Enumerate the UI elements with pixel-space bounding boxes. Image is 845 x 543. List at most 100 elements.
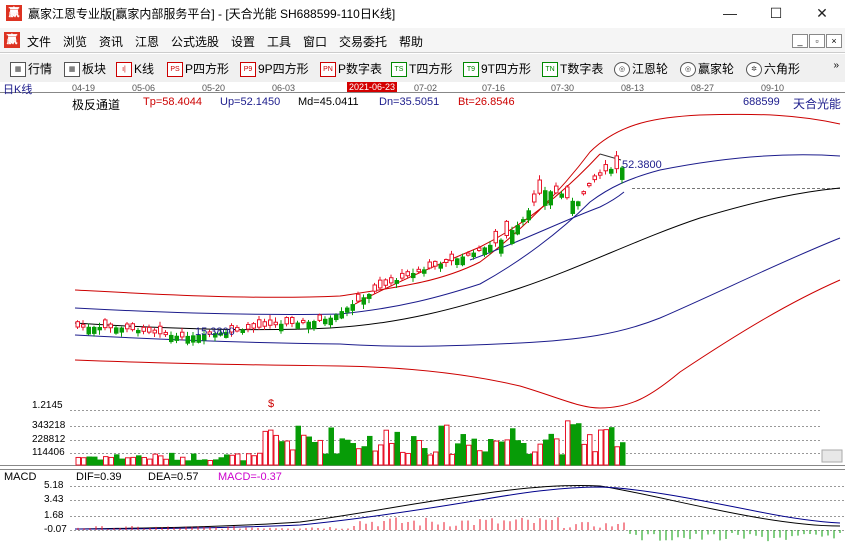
volume-bar — [515, 440, 521, 466]
menu-window[interactable]: 窗口 — [303, 35, 328, 49]
candle — [257, 319, 262, 328]
toolbar-quotes[interactable]: ▦ 行情 — [10, 60, 52, 78]
candle — [147, 326, 152, 333]
volume-bar — [422, 448, 428, 466]
pn-icon: PN — [320, 62, 336, 78]
close-button[interactable]: ✕ — [816, 5, 828, 21]
volume-bar — [86, 456, 92, 466]
kline-chart[interactable] — [0, 82, 845, 543]
volume-bar — [125, 457, 131, 466]
volume-bar — [262, 430, 268, 466]
date-label: 07-30 — [551, 83, 575, 93]
candle — [119, 327, 124, 333]
volume-bar — [570, 424, 576, 466]
candle — [521, 219, 526, 223]
candle — [361, 297, 366, 305]
menu-formula-select[interactable]: 公式选股 — [171, 35, 220, 49]
volume-bar — [180, 456, 186, 466]
candle — [218, 332, 223, 336]
candle — [587, 182, 592, 187]
candle — [279, 323, 284, 332]
volume-bar — [174, 459, 180, 466]
volume-bar — [416, 440, 422, 466]
candle — [213, 333, 218, 338]
volume-bar — [350, 443, 356, 466]
mdi-restore-button[interactable]: ▫ — [809, 34, 825, 48]
date-label: 08-27 — [691, 83, 715, 93]
candle — [603, 164, 608, 172]
candle — [515, 225, 520, 235]
toolbar-gann-wheel[interactable]: ◎ 江恩轮 — [614, 60, 668, 78]
volume-bar — [108, 456, 114, 466]
volume-bars-group — [75, 420, 626, 466]
toolbar-more-icon[interactable]: » — [833, 60, 839, 71]
candles-group — [75, 151, 625, 346]
candle — [169, 334, 174, 343]
menu-help[interactable]: 帮助 — [399, 35, 424, 49]
menu-tools[interactable]: 工具 — [267, 35, 292, 49]
high-price-label: 52.3800 — [622, 159, 662, 171]
macd-label: MACD — [4, 471, 37, 483]
menu-gann[interactable]: 江恩 — [135, 35, 160, 49]
candle — [273, 321, 278, 326]
candle — [141, 326, 146, 332]
toolbar-t-square[interactable]: TS T四方形 — [391, 60, 452, 78]
volume-bar — [493, 440, 499, 466]
candle — [328, 317, 333, 326]
candle — [246, 323, 251, 330]
toolbar-p-square[interactable]: PS P四方形 — [167, 60, 229, 78]
candle — [295, 322, 300, 329]
macd-axis-label: -0.07 — [44, 524, 67, 535]
menu-browse[interactable]: 浏览 — [63, 35, 88, 49]
candle — [570, 200, 575, 214]
volume-marker: $ — [268, 398, 275, 410]
candle — [174, 335, 179, 341]
menu-file[interactable]: 文件 — [27, 35, 52, 49]
volume-bar — [301, 434, 307, 466]
volume-bar — [499, 441, 505, 466]
toolbar-t-number-table[interactable]: TN T数字表 — [542, 60, 603, 78]
volume-bar — [466, 444, 472, 466]
date-label: 08-13 — [621, 83, 645, 93]
date-label: 07-02 — [414, 83, 438, 93]
candle — [400, 272, 405, 279]
menu-settings[interactable]: 设置 — [231, 35, 256, 49]
volume-bar — [526, 453, 532, 466]
candle — [207, 331, 212, 335]
candle — [609, 168, 614, 174]
date-label: 04-19 — [72, 83, 96, 93]
candle — [416, 268, 421, 273]
minimize-button[interactable]: — — [723, 5, 737, 21]
volume-bar — [532, 451, 538, 466]
candle — [180, 331, 185, 338]
volume-bar — [367, 435, 373, 466]
mdi-close-button[interactable]: × — [826, 34, 842, 48]
volume-axis-label: 1.2145 — [32, 400, 63, 411]
app-logo-icon: 赢 — [6, 5, 22, 21]
menu-news[interactable]: 资讯 — [99, 35, 124, 49]
volume-bar — [317, 439, 323, 466]
volume-bar — [163, 458, 169, 466]
toolbar-hexagon[interactable]: ✲ 六角形 — [746, 60, 800, 78]
volume-bar — [576, 423, 582, 466]
menu-trade[interactable]: 交易委托 — [339, 35, 388, 49]
p9-icon: P9 — [240, 62, 256, 78]
toolbar-9t-square[interactable]: T9 9T四方形 — [463, 60, 531, 78]
volume-bar — [295, 425, 301, 466]
toolbar-sectors[interactable]: ▦ 板块 — [64, 60, 106, 78]
candle — [493, 230, 498, 244]
candle — [339, 311, 344, 319]
toolbar-winner-wheel[interactable]: ◎ 赢家轮 — [680, 60, 734, 78]
volume-bar — [114, 454, 120, 466]
maximize-button[interactable]: ☐ — [769, 5, 783, 21]
chart-area[interactable]: 日K线 04-19 05-06 05-20 06-03 2021-06-23 0… — [0, 82, 845, 543]
candle — [598, 172, 603, 176]
volume-bar — [427, 454, 433, 466]
toolbar-kline[interactable]: ı| K线 — [116, 60, 154, 78]
volume-bar — [433, 451, 439, 466]
toolbar-p-number-table[interactable]: PN P数字表 — [320, 60, 382, 78]
toolbar-9p-square[interactable]: P9 9P四方形 — [240, 60, 309, 78]
mdi-minimize-button[interactable]: _ — [792, 34, 808, 48]
volume-bar — [235, 453, 241, 466]
candle — [592, 175, 597, 181]
